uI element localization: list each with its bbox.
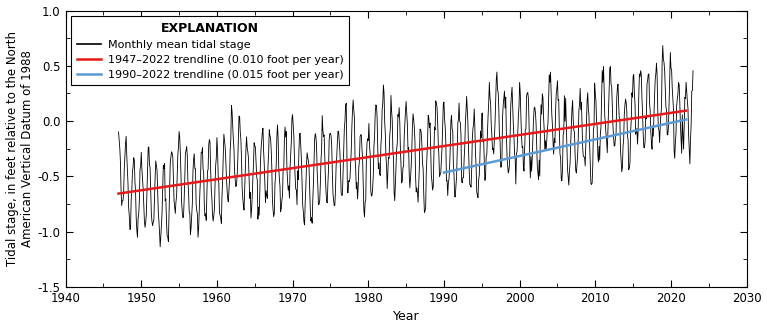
Legend: Monthly mean tidal stage, 1947–2022 trendline (0.010 foot per year), 1990–2022 t: Monthly mean tidal stage, 1947–2022 tren… bbox=[71, 16, 349, 85]
X-axis label: Year: Year bbox=[393, 311, 420, 323]
Y-axis label: Tidal stage, in feet relative to the North
American Vertical Datum of 1988: Tidal stage, in feet relative to the Nor… bbox=[5, 31, 34, 266]
